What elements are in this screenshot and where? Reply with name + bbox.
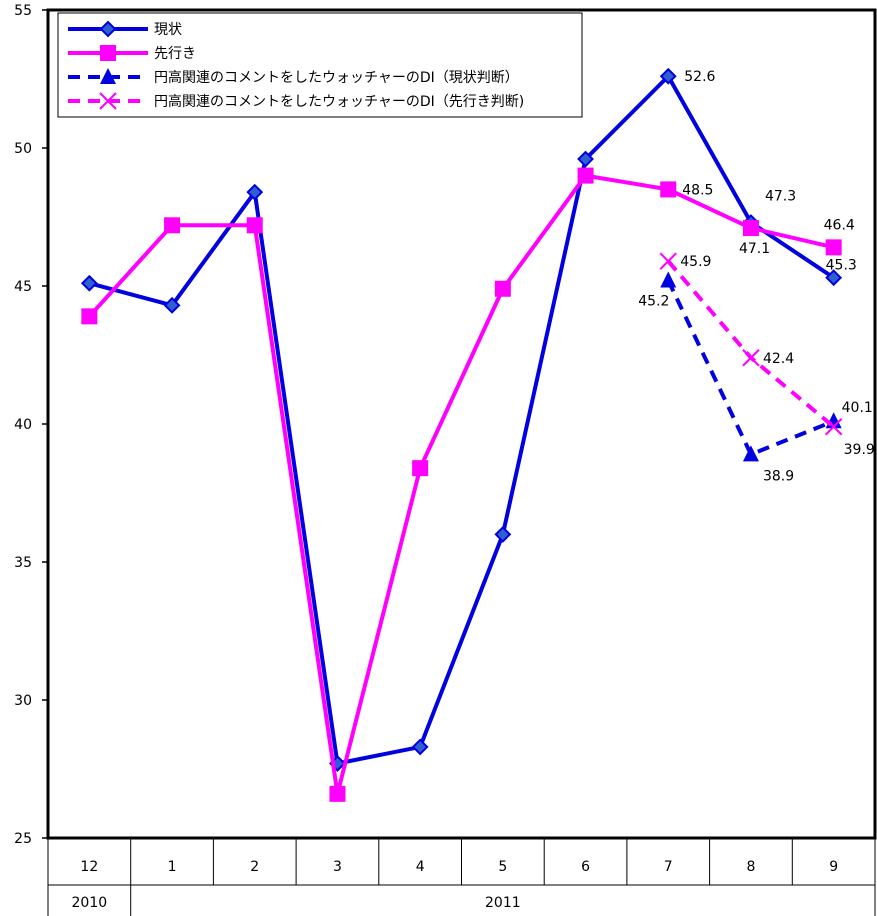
series-line [87,173,835,796]
x-tick-label: 5 [498,859,507,875]
series-2 [81,167,842,802]
data-label: 47.3 [765,189,796,205]
legend-label: 先行き [154,46,196,62]
x-marker [99,92,117,110]
x-marker [824,418,843,436]
series-3 [660,271,842,462]
diamond-marker [577,150,594,168]
data-label: 47.1 [739,241,770,257]
data-label: 52.6 [684,69,715,85]
x-tick-label: 7 [664,859,673,875]
y-tick-label: 50 [14,141,32,157]
y-tick-label: 45 [14,279,32,295]
triangle-marker [660,271,677,288]
data-label: 42.4 [763,351,794,367]
diamond-marker [163,296,181,314]
y-tick-label: 55 [14,3,32,19]
data-label: 45.2 [638,293,669,309]
series-line [666,259,835,429]
square-marker [164,217,181,234]
square-marker [742,220,759,237]
data-label: 45.9 [680,254,711,270]
x-tick-label: 9 [829,859,838,875]
square-marker [81,308,98,325]
x-tick-label: 3 [333,859,342,875]
x-marker [742,349,760,367]
legend-item: 円高関連のコメントをしたウォッチャーのDI（先行き判断) [68,92,524,110]
x-tick-label: 2 [250,859,259,875]
data-label: 46.4 [824,217,855,233]
square-marker [825,239,842,256]
year-group-label: 2011 [485,895,521,911]
square-marker [412,460,429,477]
y-tick-label: 30 [14,693,32,709]
x-tick-label: 12 [80,859,98,875]
data-label-layer: 52.6 47.3 45.3 48.5 47.1 46.4 45.2 38.9 40.1 45.9… [638,69,875,484]
legend-label: 現状 [154,22,182,38]
square-marker [100,45,116,61]
x-tick-label: 8 [746,859,755,875]
square-marker [660,181,677,198]
legend-item: 円高関連のコメントをしたウォッチャーのDI（現状判断） [68,68,519,86]
x-tick-label: 6 [581,859,590,875]
legend-item: 先行き [68,45,196,62]
legend-label: 円高関連のコメントをしたウォッチャーのDI（先行き判断) [154,93,524,110]
diamond-marker [825,269,843,287]
diamond-marker [246,183,264,201]
data-label: 38.9 [763,468,794,484]
series-4 [659,252,843,436]
diamond-marker [411,738,429,756]
diamond-marker [494,525,512,543]
x-marker [659,252,677,270]
y-tick-label: 25 [14,831,32,847]
data-label: 48.5 [682,182,713,198]
diamond-marker [659,67,677,85]
legend-label: 円高関連のコメントをしたウォッチャーのDI（現状判断） [154,69,519,86]
y-tick-label: 40 [14,417,32,433]
diamond-marker [80,274,98,292]
data-label: 39.9 [844,442,875,458]
square-marker [329,785,346,802]
triangle-marker [742,445,759,462]
diamond-marker [99,20,117,38]
year-group-label: 2010 [72,895,108,911]
square-marker [246,217,263,234]
x-tick-label: 1 [168,859,177,875]
series-1 [80,67,843,772]
triangle-marker [100,68,116,84]
series-layer [80,67,843,802]
y-tick-label: 35 [14,555,32,571]
data-label: 45.3 [826,258,857,274]
series-line [666,279,835,457]
data-label: 40.1 [842,400,873,416]
x-tick-label: 4 [416,859,425,875]
series-line [88,74,835,766]
square-marker [577,167,594,184]
legend-item: 現状 [68,20,182,38]
plot-frame [46,8,877,840]
square-marker [494,280,511,297]
